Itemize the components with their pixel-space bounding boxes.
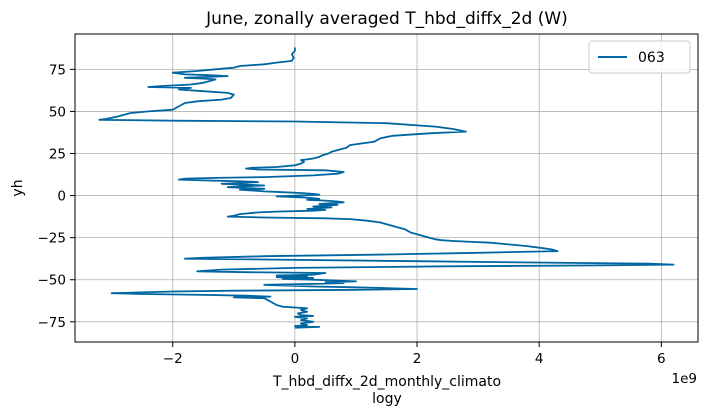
- x-axis-label-line2: logy: [372, 391, 402, 407]
- x-tick-label: 2: [413, 351, 422, 367]
- y-tick-label: 75: [49, 62, 66, 78]
- grid-lines: [75, 34, 698, 342]
- legend: 063: [588, 40, 691, 74]
- y-axis-ticks: −75 −50 −25 0 25 50 75: [38, 62, 75, 331]
- plot-lines: [98, 47, 675, 329]
- x-axis-label: T_hbd_diffx_2d_monthly_climato: [272, 374, 501, 390]
- y-tick-label: 0: [57, 189, 66, 205]
- y-tick-label: −50: [38, 273, 67, 289]
- legend-box: [588, 40, 691, 74]
- legend-label: 063: [638, 50, 665, 66]
- x-tick-label: 4: [535, 351, 544, 367]
- plot-frame: [74, 33, 699, 343]
- y-axis-label: yh: [10, 179, 26, 196]
- x-axis-ticks: −2 0 2 4 6: [163, 342, 666, 367]
- chart-title: June, zonally averaged T_hbd_diffx_2d (W…: [205, 9, 568, 29]
- y-tick-label: 50: [49, 104, 66, 120]
- x-tick-label: 6: [657, 351, 666, 367]
- y-tick-label: −75: [38, 315, 67, 331]
- y-tick-label: −25: [38, 231, 67, 247]
- x-tick-label: 0: [291, 351, 300, 367]
- y-tick-label: 25: [49, 146, 66, 162]
- series-line-063: [98, 47, 675, 329]
- x-axis-offset-label: 1e9: [672, 371, 697, 387]
- x-tick-label: −2: [163, 351, 183, 367]
